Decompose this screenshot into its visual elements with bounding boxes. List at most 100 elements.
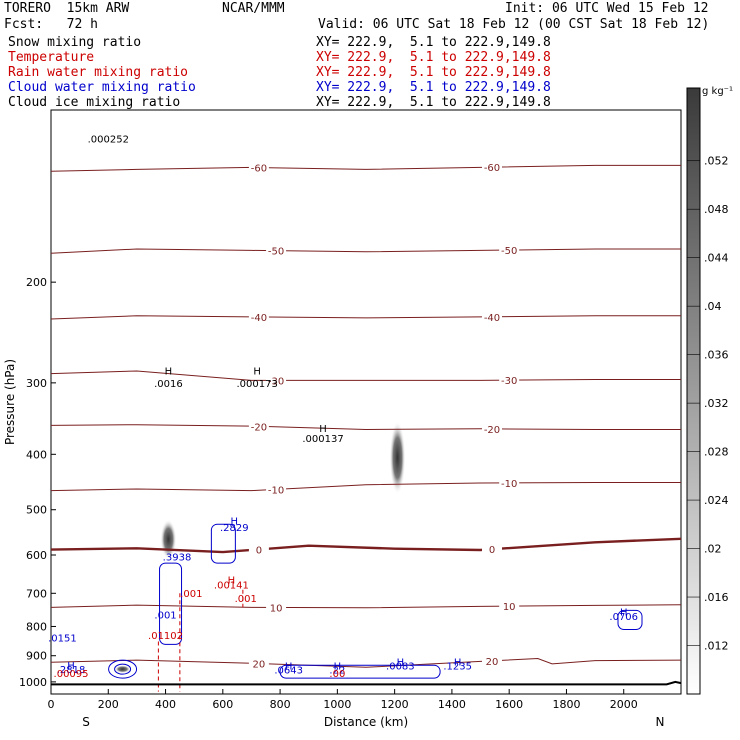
max-value-label: .0016: [154, 379, 183, 390]
max-marker-h: H: [620, 607, 628, 618]
init-time: Init: 06 UTC Wed 15 Feb 12: [505, 1, 709, 16]
cloud-water-contour: [108, 659, 138, 679]
snow-shading-2: [114, 665, 131, 674]
colorbar-tick-label: .036: [704, 349, 729, 362]
max-marker-h: H: [319, 424, 327, 435]
endpoint-label-south: S: [82, 715, 90, 729]
plot-frame: [50, 109, 682, 695]
model-title: TORERO 15km ARW: [4, 1, 130, 16]
y-tick-label: 400: [26, 448, 47, 461]
max-value-label: .000252: [88, 135, 129, 146]
contour-label-bg: [499, 600, 520, 612]
max-marker-h: H: [334, 662, 342, 673]
contour-label-bg: [482, 422, 502, 434]
max-value-label: .22: [329, 666, 345, 677]
contour-label-bg: [266, 483, 287, 495]
temperature-contour-label: 10: [270, 604, 283, 615]
max-value-label: .0706: [609, 612, 638, 623]
max-value-label: .0643: [274, 666, 303, 677]
temperature-contour-label: -40: [251, 313, 267, 324]
y-tick-label: 500: [26, 504, 47, 517]
colorbar-tick-label: .032: [704, 397, 729, 410]
max-value-label: .000137: [302, 434, 343, 445]
x-axis-title: Distance (km): [324, 715, 408, 729]
x-tick-label: 1800: [552, 698, 580, 711]
colorbar-tick-label: .016: [704, 591, 729, 604]
temperature-contour-label: 20: [253, 660, 266, 671]
max-value-label: .2829: [220, 523, 249, 534]
colorbar-tick-label: .048: [704, 203, 729, 216]
contour-label-bg: [499, 476, 520, 488]
temperature-contour-label: -20: [484, 425, 500, 436]
max-value-label: .01102: [148, 631, 183, 642]
terrain-line: [51, 680, 682, 686]
field-name-temperature: Temperature: [8, 50, 95, 65]
temperature-contour-label: -20: [251, 422, 267, 433]
field-name-snow: Snow mixing ratio: [8, 35, 142, 50]
temperature-contour-label: -50: [268, 247, 284, 258]
temperature-contour-label: -30: [501, 376, 517, 387]
y-tick-label: 1000: [19, 676, 47, 689]
y-tick-label: 300: [26, 377, 47, 390]
max-marker-h: H: [253, 366, 261, 377]
max-marker-h: H: [397, 658, 405, 669]
max-value-label: .001: [154, 610, 176, 621]
y-tick-label: 600: [26, 549, 47, 562]
temperature-contour-label: -60: [251, 164, 267, 175]
center-label: NCAR/MMM: [222, 1, 285, 16]
x-tick-label: 2000: [610, 698, 638, 711]
max-marker-h: H: [228, 576, 236, 587]
x-tick-label: 1000: [323, 698, 351, 711]
colorbar-tick-label: .024: [704, 494, 729, 507]
max-value-label: .001: [235, 594, 257, 605]
x-tick-label: 1200: [381, 698, 409, 711]
contour-label-bg: [248, 420, 269, 432]
field-name-cloud-water: Cloud water mixing ratio: [8, 80, 196, 95]
temperature-contour-label: 0: [489, 545, 495, 556]
contour-label-bg: [266, 601, 287, 613]
temperature-contour-label: -50: [501, 246, 517, 257]
contour-label-bg: [482, 543, 502, 555]
contour-label-bg: [499, 244, 520, 256]
field-xy-rain: XY= 222.9, 5.1 to 222.9,149.8: [316, 65, 551, 80]
y-tick-label: 200: [26, 276, 47, 289]
field-name-rain: Rain water mixing ratio: [8, 65, 189, 80]
temperature-contour-m20: [50, 424, 681, 431]
field-xy-cloud-ice: XY= 222.9, 5.1 to 222.9,149.8: [316, 95, 551, 110]
colorbar-tick-label: .052: [704, 155, 729, 168]
temperature-contour-label: -10: [501, 479, 517, 490]
temperature-contour-m50: [50, 248, 681, 254]
max-value-label: .0151: [48, 634, 77, 645]
cloud-water-contour: [159, 562, 183, 645]
endpoint-label-north: N: [656, 715, 665, 729]
colorbar-unit: g kg⁻¹: [702, 86, 733, 97]
cloud-water-contour: [210, 523, 236, 564]
x-tick-label: 200: [98, 698, 119, 711]
max-value-label: .00: [329, 669, 345, 680]
colorbar: [686, 87, 701, 695]
x-tick-label: 800: [270, 698, 291, 711]
max-marker-h: H: [285, 662, 293, 673]
max-value-label: .00095: [54, 669, 89, 680]
max-value-label: .000173: [237, 379, 278, 390]
max-marker-h: H: [231, 517, 239, 528]
max-value-label: .3938: [163, 553, 192, 564]
y-tick-label: 800: [26, 620, 47, 633]
snow-shading-1: [389, 421, 406, 495]
temperature-contour-label: -10: [268, 485, 284, 496]
contour-label-bg: [248, 310, 269, 322]
contour-label-bg: [248, 657, 269, 669]
contour-label-bg: [499, 374, 520, 386]
contour-label-bg: [482, 161, 502, 173]
max-value-label: .2818: [57, 665, 86, 676]
field-name-cloud-ice: Cloud ice mixing ratio: [8, 95, 181, 110]
temperature-contour-m10: [50, 482, 681, 492]
forecast-hour: Fcst: 72 h: [4, 17, 98, 32]
temperature-contour-label: 10: [503, 602, 516, 613]
colorbar-tick-label: .04: [704, 300, 722, 313]
temperature-contour-20: [50, 657, 682, 668]
y-tick-label: 700: [26, 587, 47, 600]
temperature-contour-label: -40: [484, 313, 500, 324]
field-xy-cloud-water: XY= 222.9, 5.1 to 222.9,149.8: [316, 80, 551, 95]
